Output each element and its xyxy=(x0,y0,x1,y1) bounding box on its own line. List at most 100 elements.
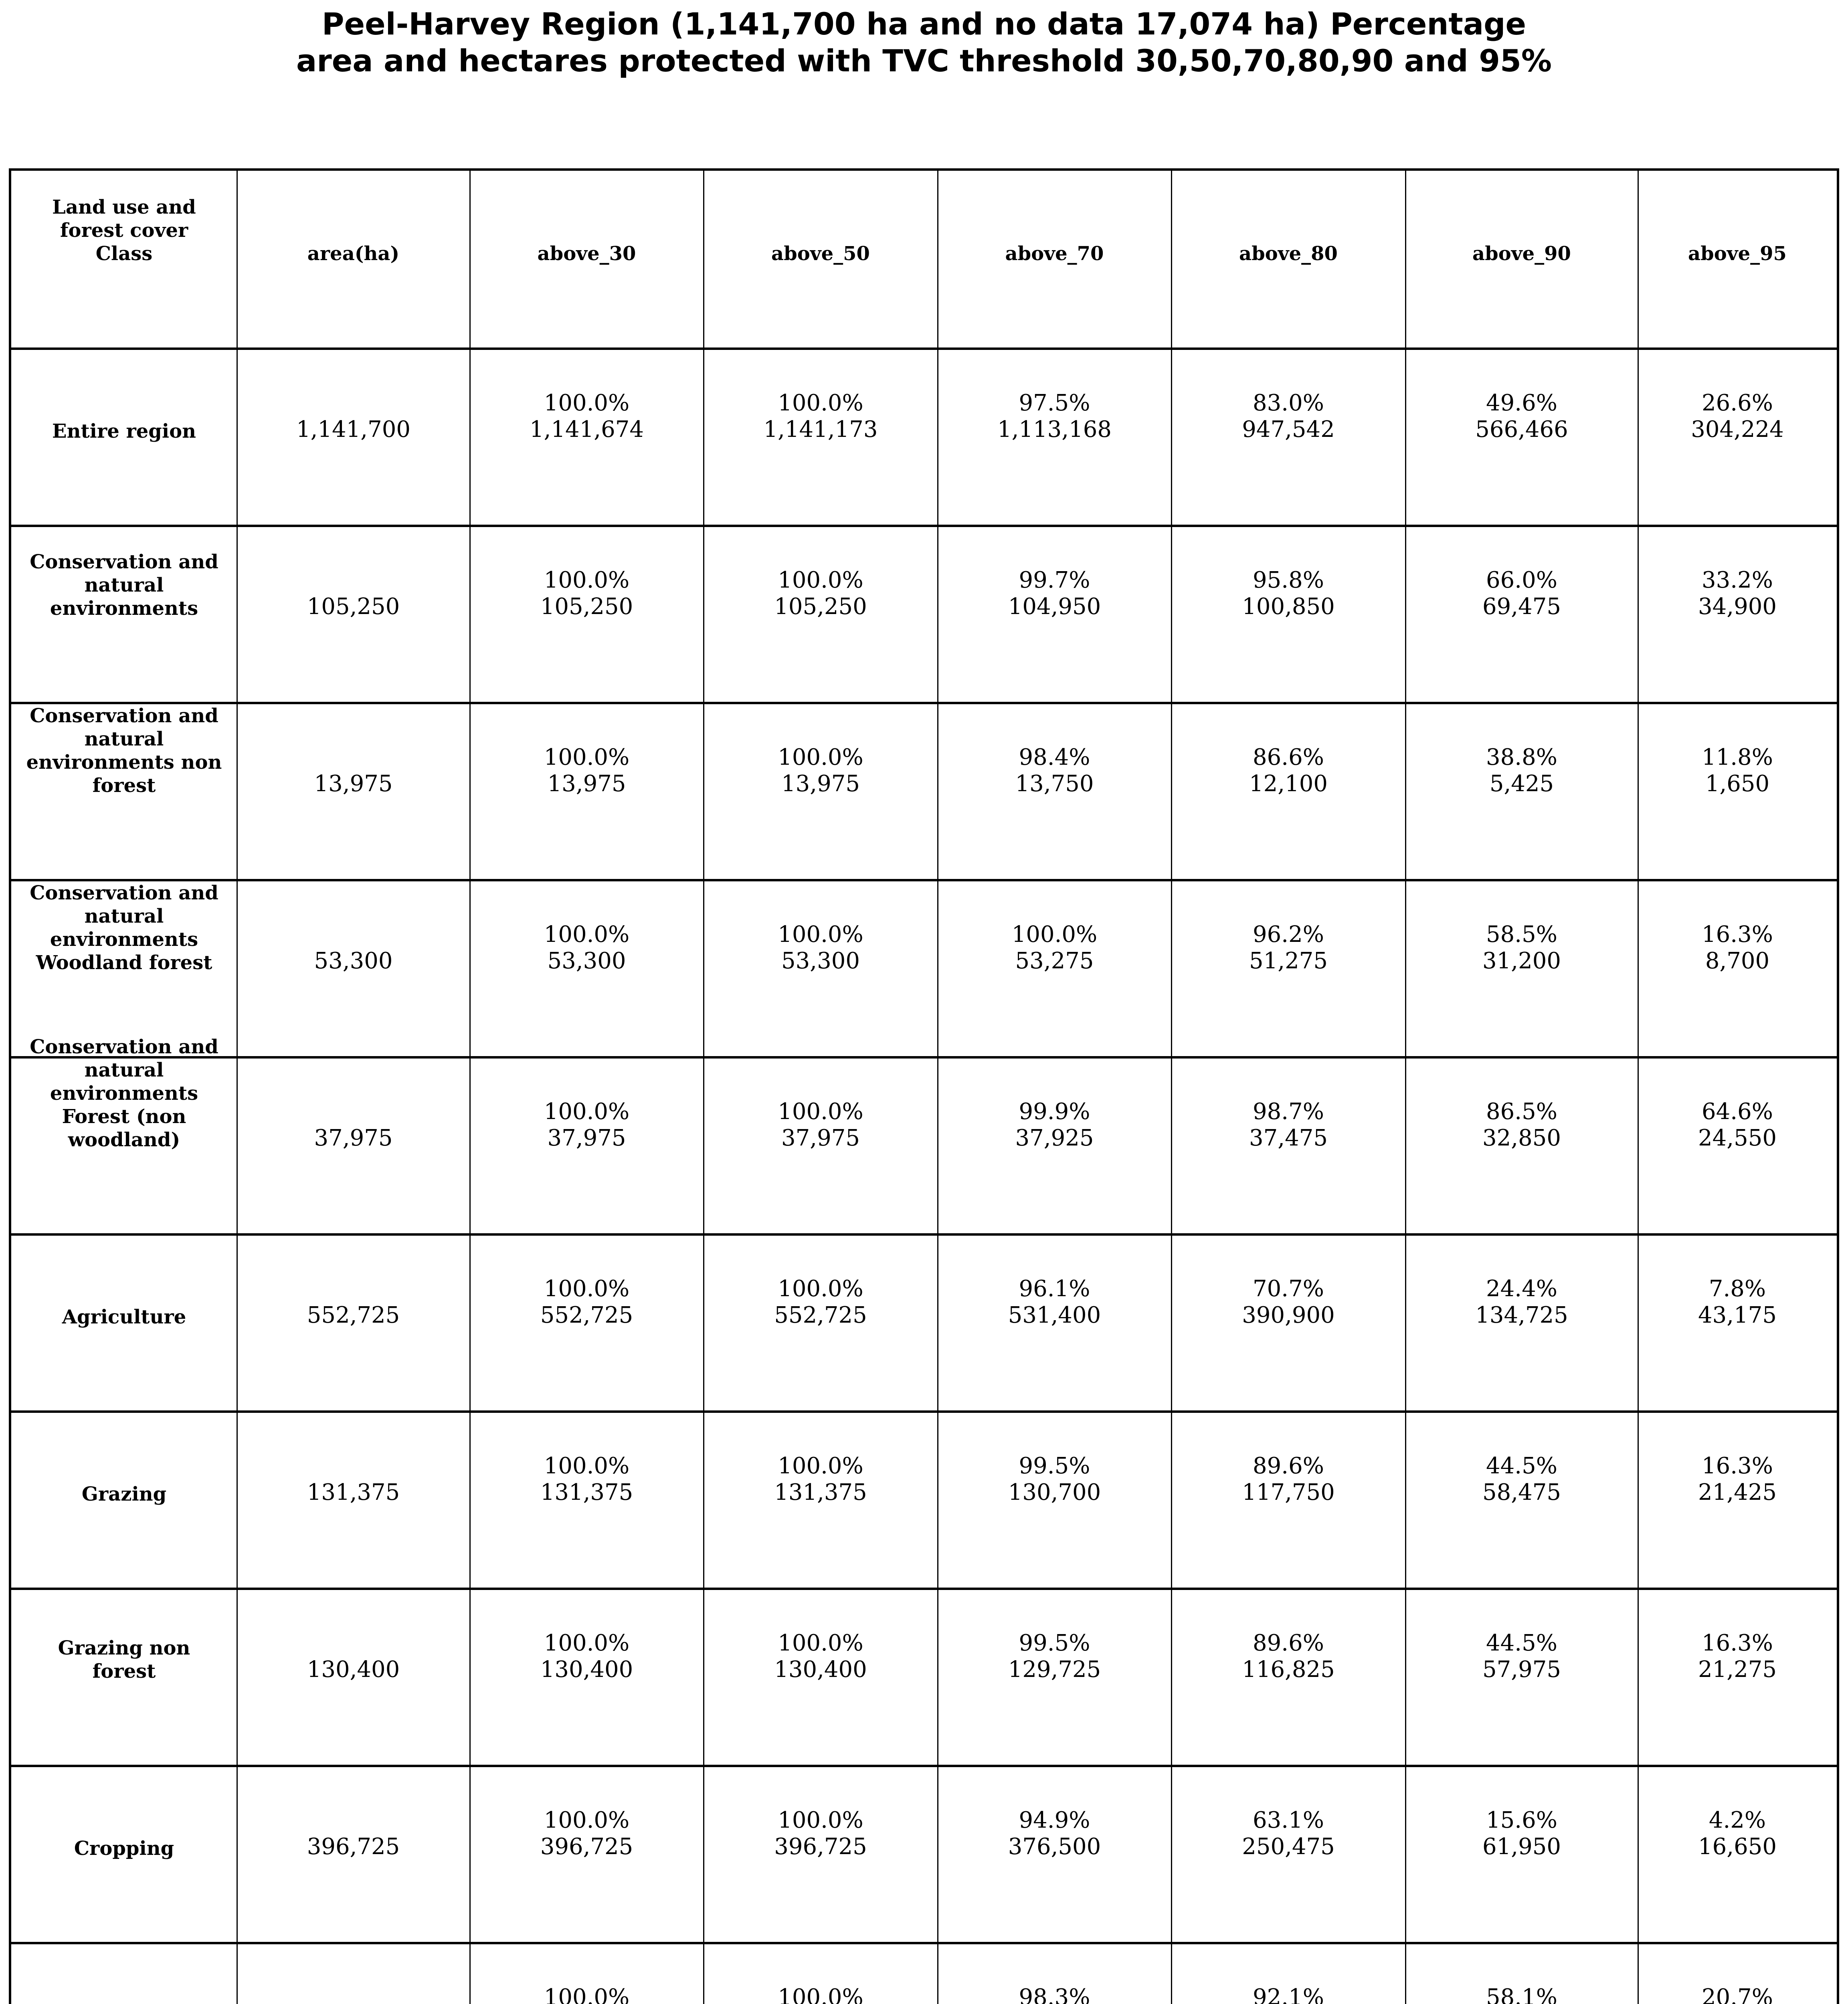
threshold-cell: 100.0%24,625 xyxy=(470,1943,704,2004)
threshold-cell: 15.6% 61,950 xyxy=(1405,1766,1638,1943)
percent-value: 100.0% xyxy=(778,1984,863,2004)
row-divider xyxy=(11,879,1837,881)
threshold-cell: 4.2% 16,650 xyxy=(1638,1766,1837,1943)
column-header-label: above_80 xyxy=(1239,242,1338,265)
percent-value: 11.8% xyxy=(1702,744,1773,770)
area-value: 131,375 xyxy=(307,1479,400,1505)
area-value: 1,141,700 xyxy=(296,416,410,442)
row-divider xyxy=(11,1765,1837,1767)
header-cell-above_90: above_90 xyxy=(1405,171,1638,349)
hectares-value: 390,900 xyxy=(1242,1302,1335,1328)
area-cell: 24,625 xyxy=(237,1943,470,2004)
percent-value: 20.7% xyxy=(1702,1984,1773,2004)
hectares-value: 5,425 xyxy=(1489,771,1554,797)
percent-value: 24.4% xyxy=(1486,1276,1557,1302)
table-row: Agriculture 552,725 100.0% 552,725 100.0% 552… xyxy=(11,1234,1837,1412)
row-divider xyxy=(11,1410,1837,1413)
row-label-cell: Grazing xyxy=(11,1412,237,1589)
hectares-value: 129,725 xyxy=(1008,1657,1101,1683)
header-class-label: Land use and xyxy=(52,196,196,218)
hectares-value: 34,900 xyxy=(1698,594,1777,620)
threshold-cell: 99.5% 130,700 xyxy=(938,1412,1171,1589)
percent-value: 95.8% xyxy=(1253,567,1324,593)
percent-value: 100.0% xyxy=(544,390,630,416)
hectares-value: 24,550 xyxy=(1698,1125,1777,1151)
hectares-value: 32,850 xyxy=(1482,1125,1561,1151)
column-divider xyxy=(236,171,238,2004)
hectares-value: 37,925 xyxy=(1015,1125,1094,1151)
percent-value: 99.5% xyxy=(1019,1453,1090,1479)
threshold-cell: 96.1% 531,400 xyxy=(938,1234,1171,1412)
row-label-cell: Grazing non forest xyxy=(11,1589,237,1766)
threshold-cell: 99.7% 104,950 xyxy=(938,526,1171,703)
area-value: 552,725 xyxy=(307,1302,400,1328)
hectares-value: 21,275 xyxy=(1698,1657,1777,1683)
hectares-value: 13,975 xyxy=(547,771,626,797)
row-label-cell: Conservation and natural environments Woodl… xyxy=(11,880,237,1057)
row-label-line: natural xyxy=(84,574,164,596)
page-title-line2: area and hectares protected with TVC thr… xyxy=(296,43,1552,79)
threshold-cell: 100.0% 396,725 xyxy=(704,1766,938,1943)
threshold-cell: 100.0% 13,975 xyxy=(704,703,938,880)
hectares-value: 131,375 xyxy=(540,1479,633,1505)
row-divider xyxy=(11,347,1837,350)
percent-value: 97.5% xyxy=(1019,390,1090,416)
hectares-value: 1,113,168 xyxy=(997,416,1112,442)
threshold-cell: 44.5% 58,475 xyxy=(1405,1412,1638,1589)
threshold-cell: 20.7%5,100 xyxy=(1638,1943,1837,2004)
column-header-label: above_50 xyxy=(771,242,870,265)
hectares-value: 947,542 xyxy=(1242,416,1335,442)
row-label-line: Woodland forest xyxy=(36,951,212,974)
threshold-cell: 44.5% 57,975 xyxy=(1405,1589,1638,1766)
threshold-cell: 66.0% 69,475 xyxy=(1405,526,1638,703)
table-row: Entire region 1,141,700 100.0% 1,141,674 100… xyxy=(11,349,1837,526)
threshold-cell: 100.0% 131,375 xyxy=(470,1412,704,1589)
percent-value: 100.0% xyxy=(544,1807,630,1833)
percent-value: 100.0% xyxy=(778,1453,863,1479)
table-header-row: Land use and forest cover Class area(ha) abo… xyxy=(11,171,1837,349)
column-divider xyxy=(1637,171,1639,2004)
threshold-cell: 96.2% 51,275 xyxy=(1171,880,1405,1057)
area-cell: 13,975 xyxy=(237,703,470,880)
hectares-value: 304,224 xyxy=(1691,416,1784,442)
percent-value: 98.3% xyxy=(1019,1984,1090,2004)
threshold-cell: 98.7% 37,475 xyxy=(1171,1057,1405,1234)
percent-value: 100.0% xyxy=(778,921,863,947)
page-title: Peel-Harvey Region (1,141,700 ha and no … xyxy=(0,6,1848,79)
percent-value: 100.0% xyxy=(544,1453,630,1479)
hectares-value: 37,975 xyxy=(547,1125,626,1151)
hectares-value: 105,250 xyxy=(540,594,633,620)
column-header-label: above_70 xyxy=(1005,242,1104,265)
row-label-line: forest xyxy=(92,774,156,797)
table-row: Conservation and natural environments 105,2… xyxy=(11,526,1837,703)
hectares-value: 250,475 xyxy=(1242,1834,1335,1860)
threshold-cell: 100.0% 1,141,173 xyxy=(704,349,938,526)
hectares-value: 552,725 xyxy=(540,1302,633,1328)
percent-value: 49.6% xyxy=(1486,390,1557,416)
threshold-cell: 100.0% 53,300 xyxy=(704,880,938,1057)
area-cell: 552,725 xyxy=(237,1234,470,1412)
threshold-cell: 7.8% 43,175 xyxy=(1638,1234,1837,1412)
hectares-value: 396,725 xyxy=(774,1834,867,1860)
percent-value: 26.6% xyxy=(1702,390,1773,416)
row-label-line: environments xyxy=(50,928,198,951)
header-cell-above_95: above_95 xyxy=(1638,171,1837,349)
threshold-cell: 100.0% 131,375 xyxy=(704,1412,938,1589)
threshold-cell: 100.0% 105,250 xyxy=(704,526,938,703)
hectares-value: 13,750 xyxy=(1015,771,1094,797)
table-row: Conservation and natural environments Woodl… xyxy=(11,880,1837,1057)
row-divider xyxy=(11,525,1837,527)
threshold-cell: 99.9% 37,925 xyxy=(938,1057,1171,1234)
percent-value: 100.0% xyxy=(778,567,863,593)
hectares-value: 58,475 xyxy=(1482,1479,1561,1505)
row-label-line: Grazing xyxy=(81,1483,167,1505)
percent-value: 100.0% xyxy=(544,567,630,593)
threshold-cell: 100.0% 37,975 xyxy=(470,1057,704,1234)
page-title-line1: Peel-Harvey Region (1,141,700 ha and no … xyxy=(321,6,1527,42)
column-divider xyxy=(469,171,471,2004)
table-row: Grazing 131,375 100.0% 131,375 100.0% 131,375… xyxy=(11,1412,1837,1589)
area-value: 105,250 xyxy=(307,594,400,620)
percent-value: 38.8% xyxy=(1486,744,1557,770)
threshold-cell: 49.6% 566,466 xyxy=(1405,349,1638,526)
hectares-value: 51,275 xyxy=(1249,948,1328,974)
